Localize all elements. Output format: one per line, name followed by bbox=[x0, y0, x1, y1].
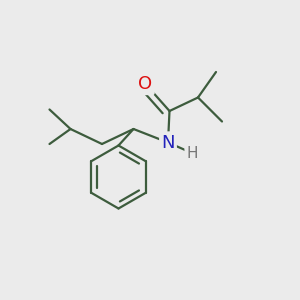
Text: N: N bbox=[161, 134, 175, 152]
Text: H: H bbox=[186, 146, 198, 160]
Text: O: O bbox=[138, 75, 153, 93]
